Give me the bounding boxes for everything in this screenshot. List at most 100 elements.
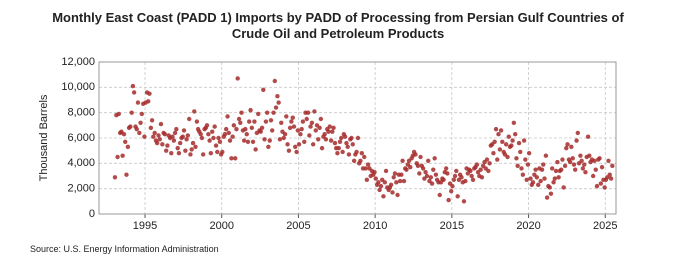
point: [579, 158, 584, 163]
point: [272, 78, 278, 84]
point: [408, 164, 413, 170]
point: [365, 162, 371, 167]
y-tick-label: 4,000: [67, 157, 95, 169]
point: [450, 183, 455, 189]
point: [560, 157, 565, 162]
point: [194, 119, 200, 124]
point: [459, 175, 464, 180]
point: [354, 149, 359, 155]
point: [441, 177, 446, 182]
point: [423, 170, 428, 175]
point: [215, 149, 220, 155]
point: [206, 132, 211, 137]
point: [120, 153, 125, 158]
point: [223, 126, 229, 132]
point: [364, 177, 370, 182]
point: [582, 162, 587, 167]
point: [449, 189, 454, 194]
point: [128, 124, 133, 129]
point: [308, 124, 313, 129]
point: [253, 147, 258, 152]
point: [115, 154, 120, 160]
y-tick-label: 6,000: [67, 132, 95, 144]
point: [463, 178, 468, 184]
point: [137, 130, 142, 136]
point: [551, 180, 556, 185]
point: [154, 140, 160, 146]
point: [487, 161, 492, 166]
point: [129, 110, 134, 115]
point: [184, 137, 189, 142]
point: [149, 118, 155, 123]
point: [170, 134, 175, 139]
point: [570, 156, 575, 161]
point: [270, 128, 275, 133]
point: [541, 162, 546, 167]
point: [183, 148, 188, 153]
point: [433, 172, 439, 177]
point: [328, 138, 334, 143]
point: [165, 143, 170, 148]
point: [335, 151, 340, 156]
point: [230, 134, 235, 139]
x-tick-label: 2025: [593, 220, 617, 232]
point: [567, 159, 573, 165]
point: [318, 116, 324, 122]
y-tick-label: 10,000: [61, 81, 95, 93]
point: [291, 124, 297, 129]
point: [322, 132, 327, 137]
point: [340, 149, 345, 155]
point: [245, 139, 251, 144]
point: [222, 132, 228, 137]
point: [382, 180, 388, 185]
point: [175, 145, 180, 151]
point: [404, 167, 409, 172]
point: [172, 130, 178, 136]
point: [309, 120, 315, 126]
point: [187, 116, 192, 122]
point: [583, 170, 588, 175]
point: [400, 158, 405, 163]
point: [468, 168, 473, 174]
point: [299, 126, 304, 132]
point: [445, 171, 450, 176]
point: [598, 181, 604, 186]
point: [415, 163, 421, 169]
point: [243, 126, 248, 132]
point: [239, 110, 244, 115]
point: [139, 111, 145, 117]
point: [267, 138, 272, 143]
point: [331, 125, 336, 131]
point: [498, 128, 504, 133]
point: [378, 183, 384, 189]
point: [285, 142, 290, 147]
point: [565, 142, 570, 147]
point: [200, 152, 206, 157]
point: [452, 173, 458, 179]
point: [131, 90, 137, 95]
point: [281, 135, 286, 141]
point: [543, 153, 549, 158]
point: [526, 151, 532, 156]
point: [158, 121, 164, 127]
point: [506, 134, 511, 139]
point: [211, 135, 216, 141]
point: [312, 109, 317, 114]
point: [544, 195, 550, 200]
point: [413, 152, 418, 157]
point: [294, 149, 299, 155]
point: [130, 83, 136, 89]
point: [580, 166, 586, 171]
point: [286, 148, 292, 153]
x-tick-label: 2005: [286, 220, 310, 232]
point: [514, 156, 519, 161]
point: [134, 126, 139, 132]
point: [555, 159, 560, 165]
point: [238, 120, 243, 126]
point: [234, 126, 239, 132]
point: [185, 133, 191, 138]
point: [373, 176, 378, 181]
point: [316, 137, 321, 142]
point: [287, 125, 293, 131]
